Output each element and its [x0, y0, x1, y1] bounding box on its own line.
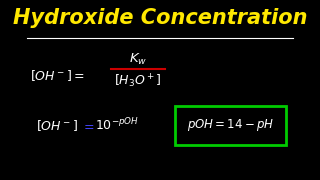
Text: $K_w$: $K_w$: [129, 51, 148, 67]
Text: $[OH^-]$: $[OH^-]$: [36, 118, 78, 133]
Text: $[H_3O^+]$: $[H_3O^+]$: [115, 72, 162, 90]
FancyBboxPatch shape: [175, 106, 286, 145]
Text: Hydroxide Concentration: Hydroxide Concentration: [13, 8, 307, 28]
Text: $=$: $=$: [81, 119, 95, 132]
Text: $pOH = 14-pH$: $pOH = 14-pH$: [187, 117, 274, 133]
Text: $[OH^-]=$: $[OH^-]=$: [30, 68, 84, 83]
Text: $10^{-pOH}$: $10^{-pOH}$: [95, 117, 139, 134]
